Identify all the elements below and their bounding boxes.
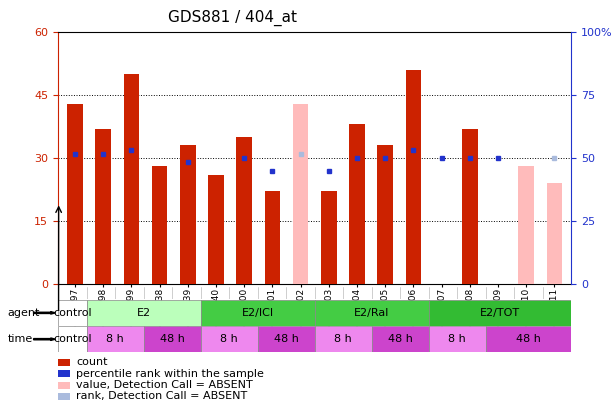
Bar [429, 326, 486, 352]
Bar [152, 166, 167, 284]
Bar [293, 104, 309, 284]
Bar [200, 300, 315, 326]
Bar [87, 300, 200, 326]
Bar [58, 300, 87, 326]
Text: value, Detection Call = ABSENT: value, Detection Call = ABSENT [76, 380, 253, 390]
Text: 48 h: 48 h [388, 334, 412, 344]
Text: rank, Detection Call = ABSENT: rank, Detection Call = ABSENT [76, 392, 247, 401]
Text: percentile rank within the sample: percentile rank within the sample [76, 369, 264, 379]
Text: 8 h: 8 h [334, 334, 352, 344]
Text: E2/TOT: E2/TOT [480, 308, 520, 318]
Bar [349, 124, 365, 284]
Text: 48 h: 48 h [159, 334, 185, 344]
Text: E2: E2 [136, 308, 151, 318]
Text: count: count [76, 358, 108, 367]
Bar [315, 300, 429, 326]
Text: control: control [53, 334, 92, 344]
Text: time: time [7, 334, 32, 344]
Bar [265, 192, 280, 284]
Text: agent: agent [7, 308, 40, 318]
Bar [200, 326, 258, 352]
Text: 48 h: 48 h [516, 334, 541, 344]
Bar [321, 192, 337, 284]
Bar [462, 129, 478, 284]
Bar [547, 183, 562, 284]
Bar [123, 74, 139, 283]
Bar [429, 300, 571, 326]
Text: 8 h: 8 h [448, 334, 466, 344]
Bar [378, 145, 393, 284]
Text: control: control [53, 308, 92, 318]
Text: E2/ICI: E2/ICI [241, 308, 274, 318]
Bar [180, 145, 196, 284]
Bar [67, 104, 82, 284]
Bar [486, 326, 571, 352]
Text: 8 h: 8 h [220, 334, 238, 344]
Bar [144, 326, 200, 352]
Bar [518, 166, 534, 284]
Text: E2/Ral: E2/Ral [354, 308, 389, 318]
Bar [315, 326, 371, 352]
Bar [258, 326, 315, 352]
Bar [58, 326, 87, 352]
Text: GDS881 / 404_at: GDS881 / 404_at [167, 10, 297, 26]
Bar [236, 137, 252, 284]
Bar [95, 129, 111, 284]
Text: 48 h: 48 h [274, 334, 299, 344]
Bar [87, 326, 144, 352]
Text: 8 h: 8 h [106, 334, 124, 344]
Bar [371, 326, 429, 352]
Bar [208, 175, 224, 284]
Bar [406, 70, 421, 284]
